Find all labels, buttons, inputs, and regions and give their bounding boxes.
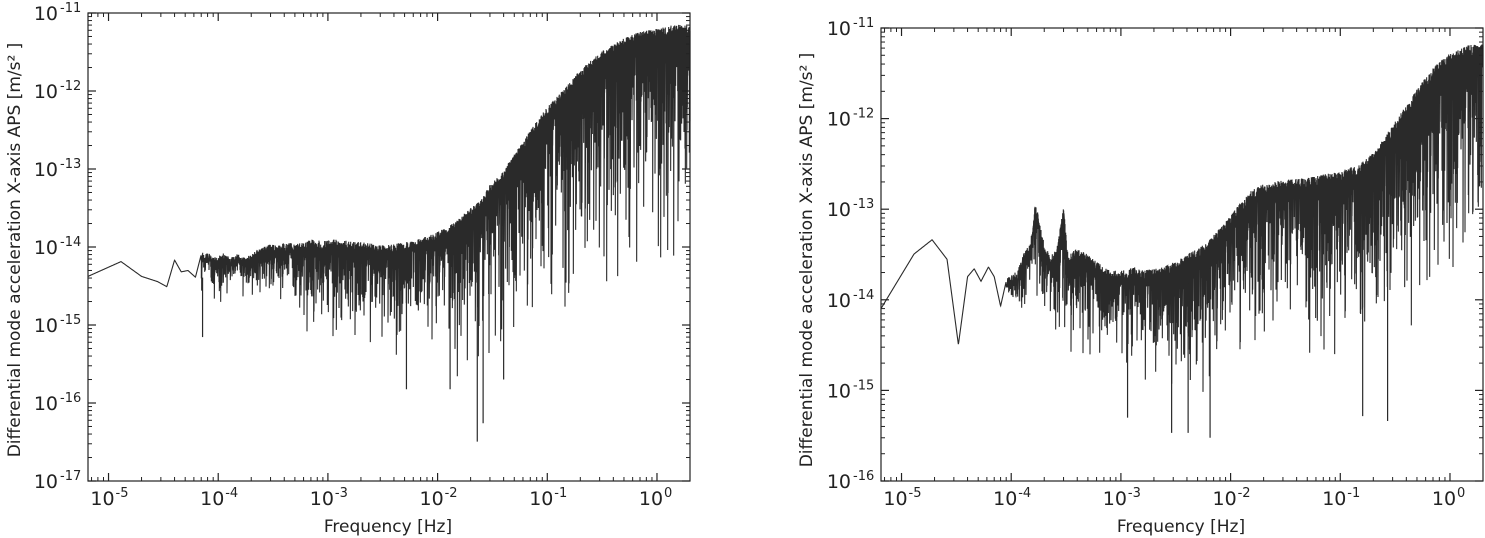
x-tick-exponent: 0: [664, 486, 672, 501]
x-tick-label: 10: [639, 488, 663, 510]
x-tick-exponent: -3: [335, 486, 348, 501]
x-tick-label: 10: [993, 488, 1017, 510]
x-tick-label: 10: [90, 488, 114, 510]
y-tick-exponent: -13: [60, 157, 81, 172]
y-tick-exponent: -14: [60, 235, 81, 250]
x-tick-label: 10: [200, 488, 224, 510]
x-tick-exponent: -5: [909, 486, 922, 501]
y-tick-exponent: -12: [853, 107, 874, 122]
chart-panel-left: Differential mode acceleration X-axis AP…: [5, 1, 691, 537]
y-tick-exponent: -16: [853, 469, 874, 484]
x-tick-exponent: -4: [225, 486, 238, 501]
spectrum-line: [87, 24, 691, 377]
x-axis-label: Frequency [Hz]: [1117, 517, 1245, 537]
y-tick-label: 10: [827, 380, 851, 402]
y-tick-label: 10: [34, 471, 58, 493]
y-tick-exponent: -13: [853, 197, 874, 212]
y-tick-exponent: -12: [60, 79, 81, 94]
y-tick-exponent: -15: [60, 313, 81, 328]
y-tick-exponent: -14: [853, 288, 874, 303]
y-tick-label: 10: [827, 199, 851, 221]
y-tick-label: 10: [34, 393, 58, 415]
x-tick-label: 10: [883, 488, 907, 510]
x-tick-label: 10: [1213, 488, 1237, 510]
y-tick-exponent: -15: [853, 378, 874, 393]
x-tick-label: 10: [1432, 488, 1456, 510]
x-tick-label: 10: [310, 488, 334, 510]
spectrum-line: [880, 44, 1484, 392]
x-tick-exponent: -4: [1018, 486, 1031, 501]
chart-panel-right: Differential mode acceleration X-axis AP…: [797, 16, 1484, 537]
x-tick-label: 10: [529, 488, 553, 510]
x-tick-exponent: -2: [445, 486, 458, 501]
x-tick-exponent: -1: [1347, 486, 1360, 501]
y-axis-label: Differential mode acceleration X-axis AP…: [5, 43, 25, 458]
x-tick-exponent: -3: [1128, 486, 1141, 501]
plot-frame: [880, 27, 1484, 482]
x-tick-exponent: -1: [554, 486, 567, 501]
y-tick-label: 10: [827, 109, 851, 131]
x-tick-label: 10: [1103, 488, 1127, 510]
y-tick-label: 10: [34, 3, 58, 25]
x-axis-label: Frequency [Hz]: [324, 517, 452, 537]
y-tick-label: 10: [827, 471, 851, 493]
y-tick-exponent: -11: [853, 16, 874, 31]
y-tick-label: 10: [34, 237, 58, 259]
x-tick-exponent: 0: [1457, 486, 1465, 501]
y-tick-label: 10: [827, 290, 851, 312]
x-tick-label: 10: [420, 488, 444, 510]
y-tick-label: 10: [34, 315, 58, 337]
x-tick-exponent: -2: [1238, 486, 1251, 501]
y-tick-label: 10: [34, 159, 58, 181]
x-tick-label: 10: [1322, 488, 1346, 510]
y-tick-exponent: -11: [60, 1, 81, 16]
y-axis-label: Differential mode acceleration X-axis AP…: [797, 53, 817, 468]
y-tick-label: 10: [34, 81, 58, 103]
x-tick-exponent: -5: [116, 486, 129, 501]
y-tick-label: 10: [827, 18, 851, 40]
y-tick-exponent: -16: [60, 391, 81, 406]
y-tick-exponent: -17: [60, 469, 81, 484]
